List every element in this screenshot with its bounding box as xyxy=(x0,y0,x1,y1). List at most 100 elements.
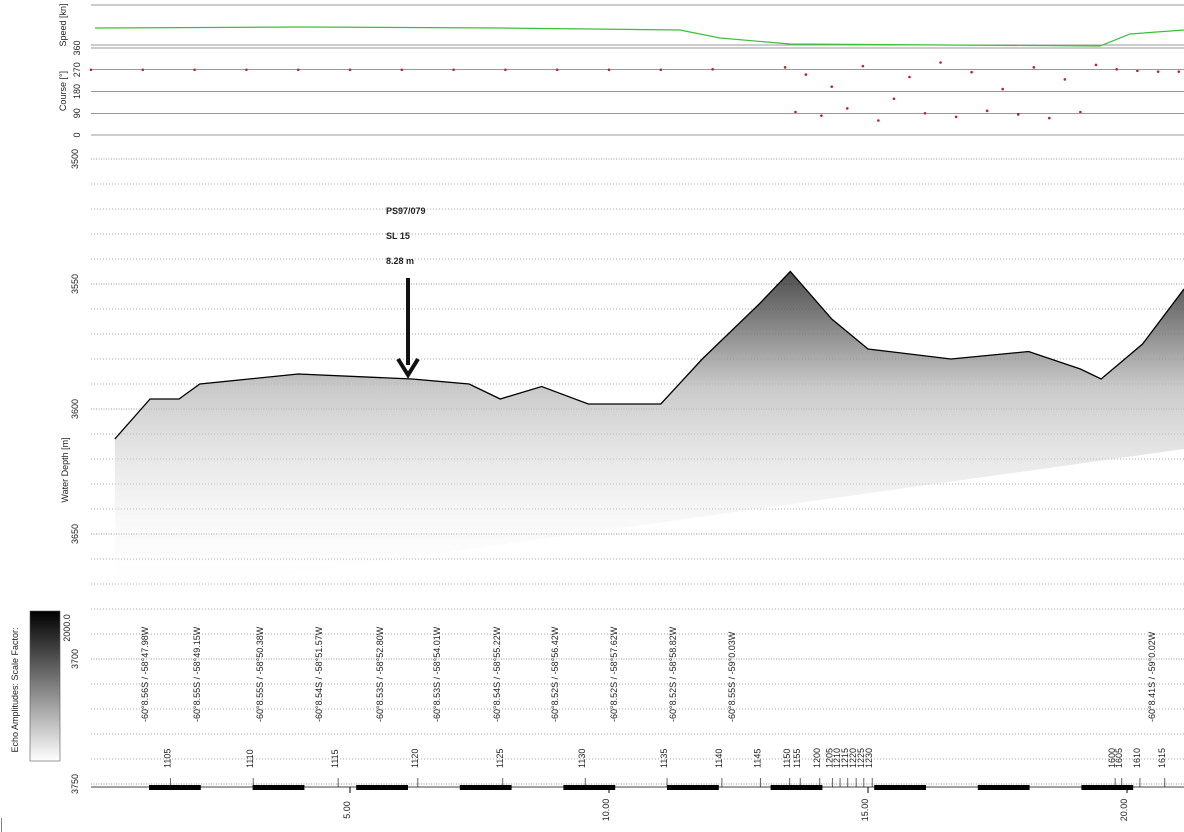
time-label: 1225 xyxy=(856,748,866,768)
course-point xyxy=(954,115,958,119)
annotation-text: 8.28 m xyxy=(386,256,414,266)
course-point xyxy=(908,75,911,79)
position-label: -60°8.54S / -58°55.22W xyxy=(492,626,502,722)
scale-bar xyxy=(977,785,1030,790)
course-point xyxy=(348,68,352,72)
course-point xyxy=(245,68,248,72)
course-point xyxy=(820,114,823,117)
annotation-arrowhead xyxy=(396,357,420,379)
course-point xyxy=(193,68,196,72)
time-label: 1610 xyxy=(1132,748,1142,768)
scale-bar xyxy=(252,785,305,790)
time-label: 1205 xyxy=(824,748,834,768)
time-label: 1215 xyxy=(840,748,850,768)
scale-bar xyxy=(667,785,719,790)
course-point xyxy=(89,68,93,72)
time-label: 1110 xyxy=(245,749,255,768)
y-axis-label: Course [°] xyxy=(58,71,68,111)
position-label: -60°8.54S / -58°51.57W xyxy=(314,626,324,722)
time-label: 1220 xyxy=(848,748,858,768)
time-label: 1140 xyxy=(714,749,724,768)
course-point xyxy=(939,61,942,64)
y-tick-label: 180 xyxy=(72,84,82,99)
y-tick-label: 3550 xyxy=(70,274,80,294)
course-point xyxy=(711,67,714,71)
x-tick-label: 5.00 xyxy=(342,801,352,819)
time-label: 1605 xyxy=(1114,748,1124,768)
course-point xyxy=(1048,116,1051,120)
scale-bar xyxy=(563,785,616,790)
time-label: 1130 xyxy=(577,749,587,768)
course-point xyxy=(1063,78,1067,81)
time-label: 1600 xyxy=(1107,748,1117,768)
time-label: 1135 xyxy=(659,749,669,768)
time-label: 1115 xyxy=(330,749,340,768)
course-point xyxy=(985,109,989,113)
course-point xyxy=(1094,63,1098,67)
course-point xyxy=(1115,67,1118,71)
course-point xyxy=(607,68,611,72)
course-point xyxy=(1079,110,1082,114)
y-tick-label: 0 xyxy=(72,132,82,137)
course-point xyxy=(794,110,797,114)
annotation-text: SL 15 xyxy=(386,231,410,241)
course-point xyxy=(1016,113,1020,116)
x-tick-label: 10.00 xyxy=(601,799,611,822)
y-tick-label: 3600 xyxy=(70,399,80,419)
position-label: -60°8.52S / -58°56.42W xyxy=(550,626,560,722)
course-point xyxy=(783,66,787,69)
time-label: 1200 xyxy=(812,748,822,768)
scale-bar xyxy=(874,785,926,790)
scale-bar xyxy=(770,785,823,790)
course-point xyxy=(1156,70,1160,73)
position-label: -60°8.53S / -58°54.01W xyxy=(432,626,442,722)
position-label: -60°8.41S / -59°0.02W xyxy=(1147,631,1157,722)
y-tick-label: 3650 xyxy=(70,524,80,544)
y-tick-label: 3750 xyxy=(70,774,80,794)
course-point xyxy=(892,97,896,101)
course-point xyxy=(877,119,880,122)
position-label: -60°8.56S / -58°47.98W xyxy=(140,626,150,722)
seafloor-line xyxy=(114,270,1184,440)
echo-area xyxy=(114,271,1184,599)
scale-bar xyxy=(1081,785,1134,790)
y-tick-label: 360 xyxy=(72,40,82,55)
x-tick-label: 15.00 xyxy=(860,799,870,822)
time-label: 1125 xyxy=(495,749,505,768)
course-point xyxy=(1177,70,1181,73)
scale-bar xyxy=(459,785,512,790)
course-point xyxy=(845,107,849,110)
colorbar xyxy=(29,610,61,762)
position-label: -60°8.55S / -58°50.38W xyxy=(255,626,265,722)
scale-bar xyxy=(149,785,201,790)
position-label: -60°8.55S / -58°49.15W xyxy=(192,626,202,722)
speed-panel xyxy=(91,4,1184,47)
y-axis-label: Water Depth [m] xyxy=(60,437,70,502)
annotation-text: PS97/079 xyxy=(386,206,426,216)
course-point xyxy=(1001,87,1004,91)
scale-bar xyxy=(356,785,408,790)
course-point xyxy=(141,68,145,72)
course-point xyxy=(1136,69,1139,73)
position-label: -60°8.52S / -58°58.82W xyxy=(668,626,678,722)
y-tick-label: 90 xyxy=(72,108,82,118)
course-point xyxy=(830,85,834,88)
y-tick-label: 270 xyxy=(72,62,82,77)
course-point xyxy=(970,70,973,74)
speed-axis-label: Speed [kn] xyxy=(58,3,68,46)
speed-trace xyxy=(94,26,1184,47)
time-label: 1145 xyxy=(752,749,762,768)
time-label: 1230 xyxy=(864,748,874,768)
y-tick-label: 3500 xyxy=(70,149,80,169)
course-point xyxy=(504,68,507,72)
time-label: 1105 xyxy=(162,749,172,768)
course-point xyxy=(296,68,300,72)
time-label: 1210 xyxy=(832,748,842,768)
course-point xyxy=(452,68,455,72)
course-point xyxy=(555,68,559,72)
y-tick-label: 3700 xyxy=(70,649,80,669)
colorbar-max: 2000.0 xyxy=(62,614,72,642)
time-label: 1150 xyxy=(782,749,792,768)
time-label: 1155 xyxy=(792,749,802,768)
